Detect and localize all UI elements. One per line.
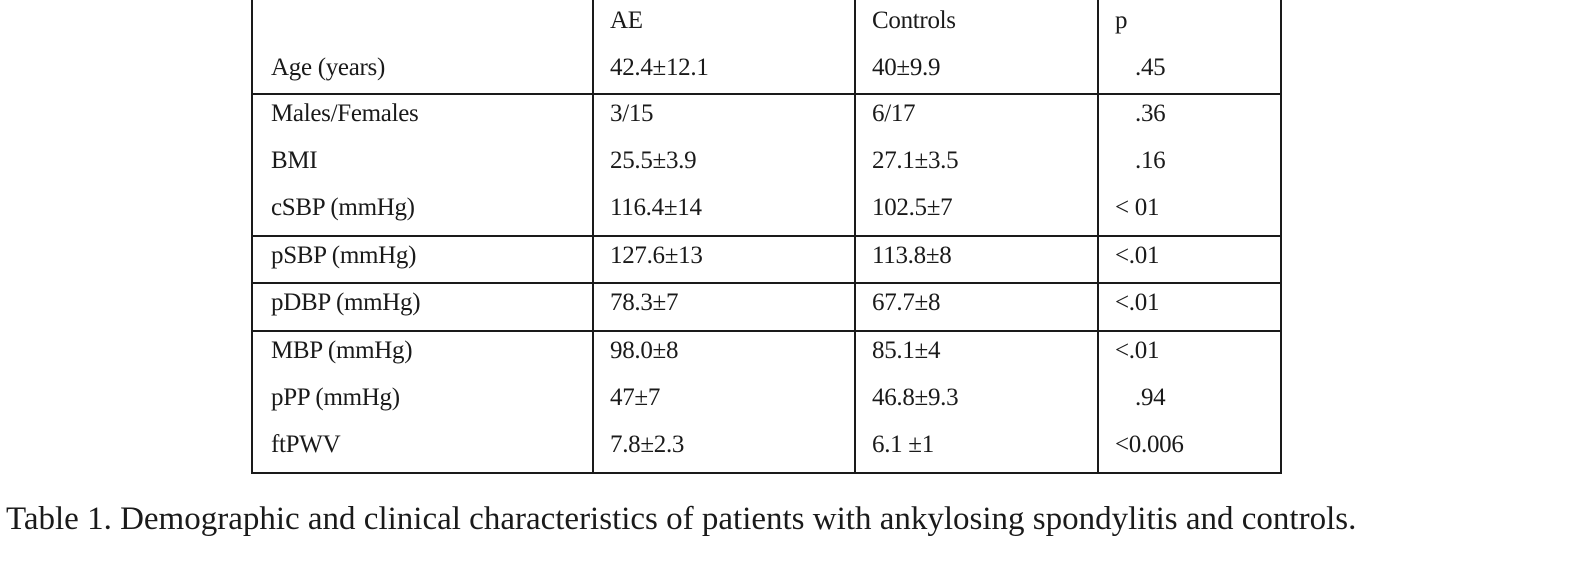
row-controls-value: 40±9.9 [872, 54, 941, 81]
row-p-value: <0.006 [1115, 431, 1184, 458]
row-label: pSBP (mmHg) [271, 242, 417, 269]
row-divider [253, 282, 1280, 284]
row-p-value: .45 [1135, 54, 1166, 81]
row-controls-value: 6/17 [872, 100, 916, 127]
row-p-value: .16 [1135, 147, 1166, 174]
row-label: Age (years) [271, 54, 385, 81]
row-ae-value: 98.0±8 [610, 337, 679, 364]
row-ae-value: 116.4±14 [610, 194, 702, 221]
row-divider [253, 235, 1280, 237]
row-controls-value: 85.1±4 [872, 337, 941, 364]
row-divider [253, 93, 1280, 95]
row-p-value: .94 [1135, 384, 1166, 411]
row-p-value: < 01 [1115, 194, 1160, 221]
header-ae: AE [610, 7, 643, 34]
row-ae-value: 3/15 [610, 100, 654, 127]
row-controls-value: 27.1±3.5 [872, 147, 959, 174]
header-p: p [1115, 7, 1128, 34]
row-ae-value: 7.8±2.3 [610, 431, 685, 458]
row-controls-value: 67.7±8 [872, 289, 941, 316]
row-ae-value: 25.5±3.9 [610, 147, 697, 174]
row-controls-value: 113.8±8 [872, 242, 952, 269]
row-label: MBP (mmHg) [271, 337, 413, 364]
row-ae-value: 78.3±7 [610, 289, 679, 316]
row-p-value: <.01 [1115, 242, 1160, 269]
row-divider [253, 330, 1280, 332]
row-ae-value: 47±7 [610, 384, 661, 411]
row-controls-value: 46.8±9.3 [872, 384, 959, 411]
row-label: cSBP (mmHg) [271, 194, 415, 221]
row-p-value: <.01 [1115, 289, 1160, 316]
row-ae-value: 127.6±13 [610, 242, 703, 269]
table-caption: Table 1. Demographic and clinical charac… [6, 501, 1357, 537]
row-label: pDBP (mmHg) [271, 289, 421, 316]
row-label: pPP (mmHg) [271, 384, 400, 411]
data-table: AE Controls p Age (years) 42.4±12.1 40±9… [251, 0, 1282, 474]
row-p-value: <.01 [1115, 337, 1160, 364]
row-label: ftPWV [271, 431, 341, 458]
row-controls-value: 102.5±7 [872, 194, 953, 221]
header-controls: Controls [872, 7, 956, 34]
row-controls-value: 6.1 ±1 [872, 431, 934, 458]
row-label: Males/Females [271, 100, 419, 127]
row-label: BMI [271, 147, 318, 174]
row-p-value: .36 [1135, 100, 1166, 127]
row-ae-value: 42.4±12.1 [610, 54, 709, 81]
